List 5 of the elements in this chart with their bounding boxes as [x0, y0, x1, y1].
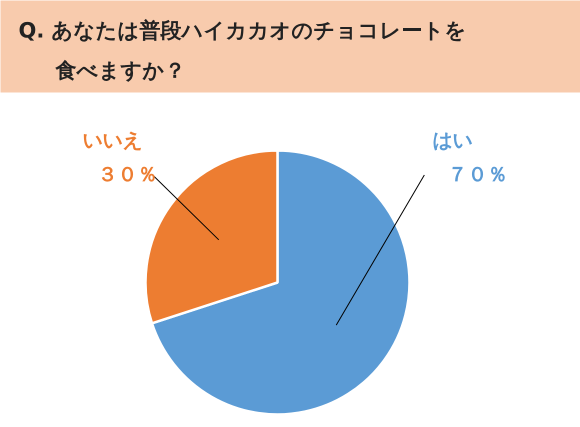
slice-label: いいえ: [82, 128, 143, 152]
data-label: ７０％: [447, 162, 508, 186]
slice-label: はい: [432, 128, 472, 152]
data-label: ３０％: [98, 162, 158, 186]
chart-title: Q. あなたは普段ハイカカオのチョコレートを食べますか？: [18, 18, 467, 82]
